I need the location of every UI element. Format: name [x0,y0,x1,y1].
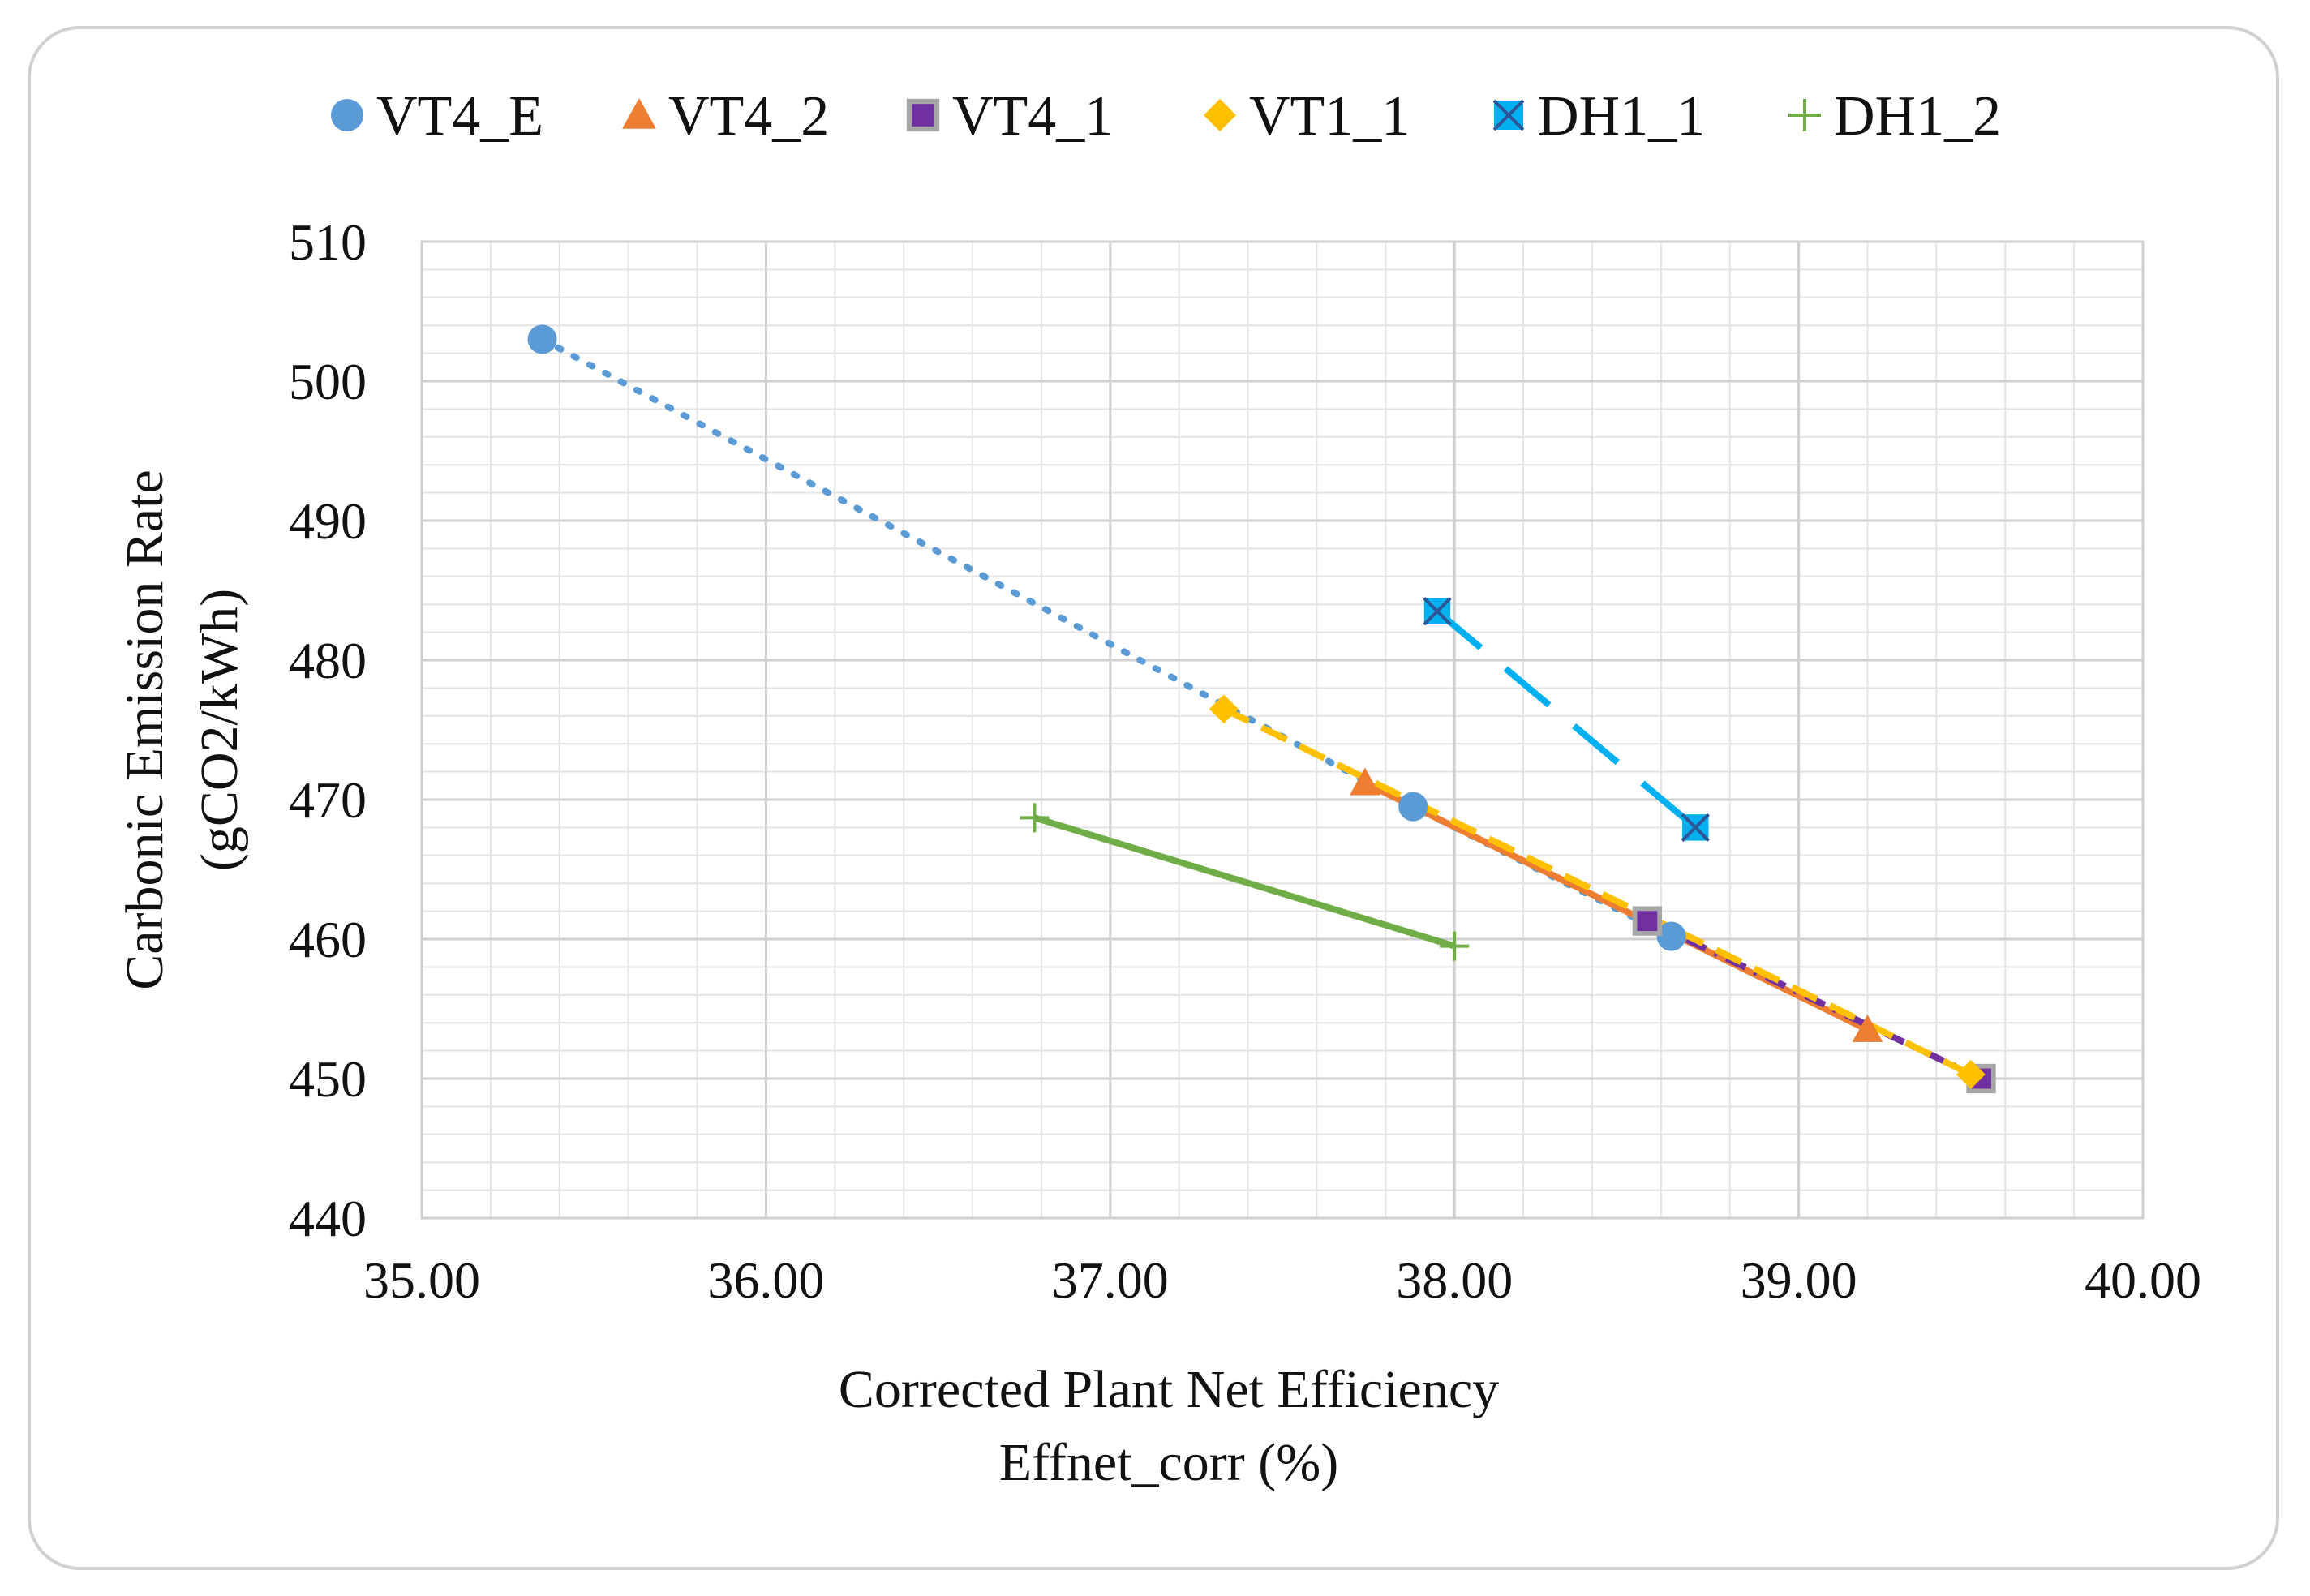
legend-label-vt4-2: VT4_2 [668,85,829,148]
data-point-vt4-e [1398,792,1428,822]
legend-marker-dh1-1 [1492,99,1525,131]
y-tick-label: 490 [289,492,367,550]
legend: VT4_E VT4_2 VT4_1 VT1_1 DH1_1 DH1_2 [331,85,2001,148]
legend-item-vt4-e: VT4_E [331,85,543,148]
series-line-vt4-2 [1363,779,1870,1033]
legend-item-vt1-1: VT1_1 [1204,85,1410,148]
chart-frame [28,26,2279,1570]
x-axis-ticks: 35.00 36.00 37.00 38.00 39.00 40.00 [363,1251,2201,1309]
y-tick-label: 500 [289,353,367,410]
legend-marker-vt4-e [331,99,363,131]
legend-label-dh1-2: DH1_2 [1834,85,2001,148]
data-point-vt4-2 [1852,1014,1883,1042]
major-gridlines [420,240,2145,1220]
legend-marker-vt4-1 [906,98,940,132]
legend-marker-vt1-1 [1204,99,1236,131]
series-line-dh1-2 [1033,814,1456,950]
x-tick-label: 37.00 [1052,1251,1169,1309]
series-lines [539,336,1983,1082]
data-point-vt1-1 [1956,1059,1986,1089]
x-tick-label: 40.00 [2085,1251,2201,1309]
x-axis-subtitle: Effnet_corr (%) [999,1433,1338,1492]
legend-marker-dh1-2 [1788,99,1821,131]
legend-label-vt4-1: VT4_1 [952,85,1113,148]
x-tick-label: 38.00 [1396,1251,1513,1309]
series-line-vt1-1 [1222,706,1973,1078]
x-axis-title: Corrected Plant Net Efficiency [839,1360,1499,1419]
y-tick-label: 450 [289,1050,367,1108]
legend-item-vt4-1: VT4_1 [906,85,1113,148]
legend-label-vt4-e: VT4_E [376,85,543,148]
y-tick-label: 470 [289,771,367,829]
data-point-dh1-2 [1020,803,1050,833]
series-markers [527,324,1996,1094]
data-point-vt4-2 [1349,767,1380,796]
data-point-dh1-2 [1440,931,1470,961]
data-point-vt4-e [1656,921,1686,951]
legend-item-vt4-2: VT4_2 [622,85,829,148]
data-point-vt4-1 [1632,906,1663,936]
x-tick-label: 39.00 [1741,1251,1857,1309]
y-axis-subtitle: (gCO2/kWh) [190,589,249,871]
data-point-vt1-1 [1209,694,1239,724]
legend-item-dh1-2: DH1_2 [1788,85,2001,148]
data-point-dh1-1 [1423,597,1452,626]
plot-area-border [420,240,2145,1220]
y-axis-ticks: 440 450 460 470 480 490 500 510 [289,213,367,1247]
series-line-dh1-1 [1435,608,1698,830]
legend-label-vt1-1: VT1_1 [1249,85,1410,148]
y-axis-title: Carbonic Emission Rate [115,470,174,990]
x-tick-label: 35.00 [363,1251,480,1309]
data-point-dh1-1 [1681,813,1710,843]
y-tick-label: 480 [289,632,367,689]
y-tick-label: 440 [289,1190,367,1247]
y-tick-label: 460 [289,911,367,968]
minor-gridlines [422,242,2143,1218]
data-point-vt4-e [527,324,557,354]
legend-marker-vt4-2 [622,98,656,129]
legend-item-dh1-1: DH1_1 [1492,85,1705,148]
x-tick-label: 36.00 [707,1251,824,1309]
y-tick-label: 510 [289,213,367,271]
legend-label-dh1-1: DH1_1 [1538,85,1705,148]
